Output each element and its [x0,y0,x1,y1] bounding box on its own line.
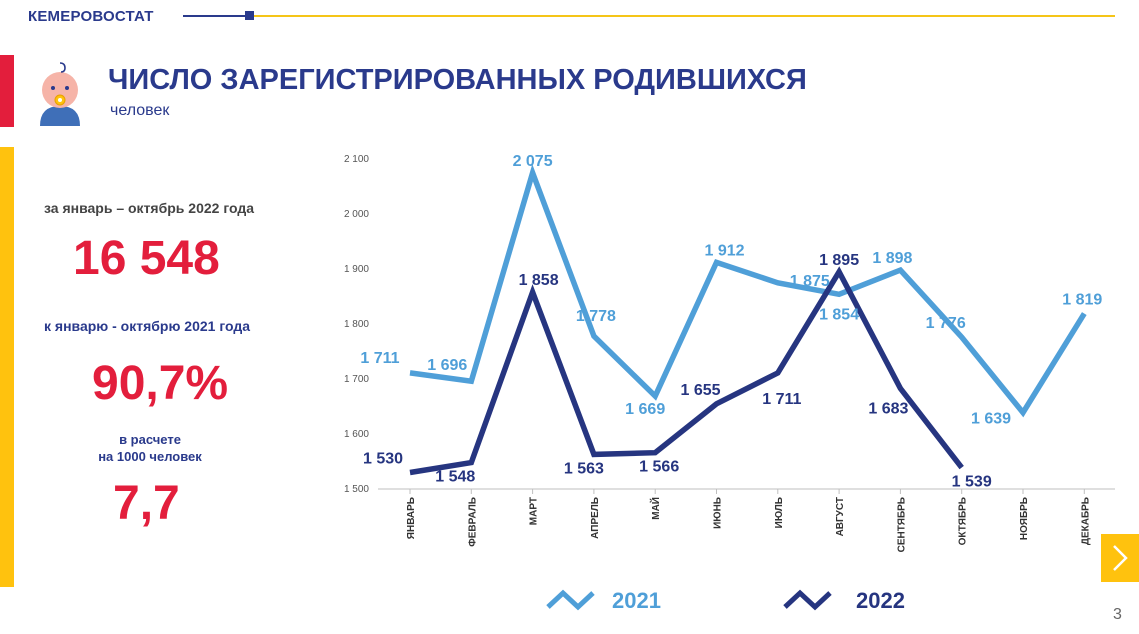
side-accent-bar [0,147,14,587]
data-label-2021: 1 854 [819,306,859,323]
x-tick-label: МАРТ [529,497,540,525]
x-tick-label: ФЕВРАЛЬ [467,497,478,547]
y-tick-label: 1 800 [344,319,369,330]
chart-legend: 2021 2022 [546,588,905,613]
legend-2021-label: 2021 [612,588,661,613]
data-label-2021: 1 776 [926,315,966,332]
x-tick-label: ЯНВАРЬ [406,497,417,539]
x-tick-label: ОКТЯБРЬ [958,497,969,545]
series-lines [409,164,1087,476]
data-label-2021: 1 669 [625,401,665,418]
baby-icon [40,62,80,126]
y-tick-label: 1 700 [344,374,369,385]
data-label-2022: 1 895 [819,252,859,269]
birth-rate-value: 7,7 [113,477,180,530]
x-tick-label: АВГУСТ [835,497,846,536]
y-tick-label: 1 500 [344,484,369,495]
rate-label-line1: в расчете [119,432,181,447]
legend-2022-label: 2022 [856,588,905,613]
rate-label-line2: на 1000 человек [98,449,202,464]
series-2021-line [409,164,1087,418]
data-label-2022: 1 563 [564,460,604,477]
data-label-2022: 1 566 [639,459,679,476]
data-label-2021: 1 898 [872,250,912,267]
brand-name: КЕМЕРОВОСТАТ [28,8,154,25]
x-tick-label: ИЮНЬ [713,497,724,529]
data-label-2022: 1 711 [762,391,801,408]
period-label: за январь – октябрь 2022 года [44,200,255,216]
series-2022-line [409,266,964,476]
page-title: ЧИСЛО ЗАРЕГИСТРИРОВАННЫХ РОДИВШИХСЯ [108,64,807,96]
x-tick-label: АПРЕЛЬ [590,497,601,539]
data-label-2021: 1 711 [360,350,399,367]
data-label-2021: 1 875 [790,273,830,290]
y-tick-label: 2 100 [344,154,369,165]
legend-2021-swatch [546,589,595,611]
page-subtitle: человек [110,102,170,119]
header-rule [183,15,245,17]
y-tick-label: 1 900 [344,264,369,275]
header-rule-accent [254,15,1115,17]
title-accent-bar [0,55,14,127]
data-label-2022: 1 655 [680,382,720,399]
data-label-2022: 1 858 [519,272,559,289]
page-number: 3 [1113,606,1122,623]
data-label-2021: 1 696 [427,357,467,374]
data-label-2021: 1 819 [1062,292,1102,309]
x-tick-label: ДЕКАБРЬ [1080,497,1091,545]
data-label-2022: 1 548 [435,469,475,486]
legend-2022-swatch [783,589,832,611]
data-label-2021: 1 912 [704,242,744,259]
chevron-right-icon [1113,545,1128,571]
x-axis-ticks: ЯНВАРЬ ФЕВРАЛЬ МАРТ АПРЕЛЬ МАЙ ИЮНЬ ИЮЛЬ АВГУСТ… [406,489,1091,552]
y-tick-label: 2 000 [344,209,369,220]
x-tick-label: СЕНТЯБРЬ [896,497,907,552]
next-slide-button[interactable] [1101,534,1139,582]
x-tick-label: НОЯБРЬ [1019,497,1030,540]
y-tick-label: 1 600 [344,429,369,440]
compare-label: к январю - октябрю 2021 года [44,318,251,334]
data-label-2021: 1 639 [971,411,1011,428]
total-births-value: 16 548 [73,232,220,285]
x-tick-label: МАЙ [649,497,662,520]
data-label-2021: 2 075 [513,153,553,170]
data-label-2022: 1 683 [868,400,908,417]
data-label-2022: 1 530 [363,451,403,468]
compare-value: 90,7% [92,357,229,410]
data-label-2022: 1 539 [952,474,992,491]
data-labels: 1 711 1 696 2 075 1 778 1 669 1 912 1 875 1 854… [360,153,1102,491]
y-axis: 1 500 1 600 1 700 1 800 1 900 2 000 2 100 [344,154,369,495]
header-marker [245,11,254,20]
data-label-2021: 1 778 [576,308,616,325]
rate-label: в расчете на 1000 человек [70,431,230,465]
x-tick-label: ИЮЛЬ [774,497,785,528]
